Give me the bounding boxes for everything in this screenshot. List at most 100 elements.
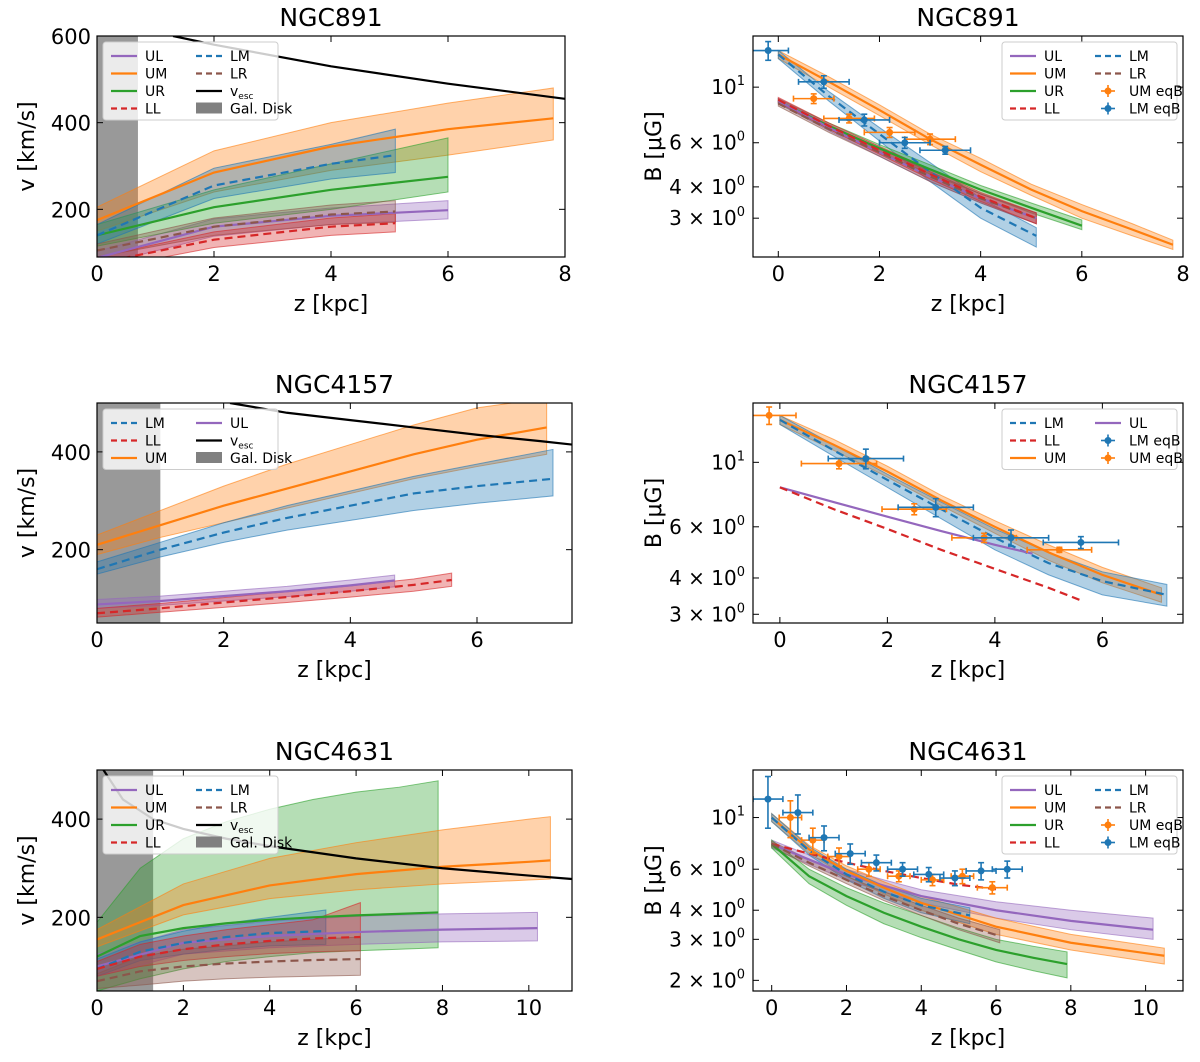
legend-item: UL	[196, 416, 248, 432]
y-tick-exponent: 0	[737, 514, 745, 529]
series-line-LL	[123, 222, 396, 257]
x-tick-label: 8	[1064, 996, 1077, 1020]
y-tick-label: 2 × 100	[669, 967, 745, 992]
x-tick-label: 6	[349, 996, 362, 1020]
y-tick-label: 101	[711, 74, 745, 99]
x-axis-label: z [kpc]	[931, 292, 1006, 317]
legend-label: LM eqB	[1129, 836, 1180, 852]
legend-marker	[1104, 454, 1112, 462]
legend-item: LM	[111, 416, 165, 432]
y-tick-label: 6 × 100	[669, 130, 745, 155]
legend-label: LM	[230, 783, 250, 799]
y-tick-label: 400	[51, 808, 91, 832]
legend-item: LM	[1095, 49, 1149, 65]
data-point-UM-eqB	[786, 814, 794, 822]
legend-item: LM	[196, 49, 250, 65]
legend-item: LM	[196, 783, 250, 799]
data-point-LM-eqB	[764, 47, 772, 55]
legend-label: LM	[1044, 416, 1064, 432]
legend-label: LL	[145, 102, 161, 118]
panel-ngc891-v: 0 2 4 6 8 200 400 600 NGC891 z [kpc] v [km/s] UL LM U…	[15, 3, 572, 317]
y-tick-label: 4 × 100	[669, 174, 745, 199]
legend-label: LL	[1044, 836, 1060, 852]
data-point-LM-eqB	[901, 139, 909, 147]
panel-ngc891-b: 0 2 4 6 8 101 6 × 100 4 × 100 3 × 100 NGC891 z [kp…	[642, 3, 1190, 317]
series-line-UL	[97, 579, 395, 606]
plot-area	[97, 36, 565, 257]
band-UR	[97, 137, 449, 247]
data-point-LM-eqB	[941, 146, 949, 154]
x-tick-label: 8	[436, 996, 449, 1020]
plot-area	[97, 403, 572, 623]
axes-frame	[752, 769, 1184, 992]
y-tick-exponent: 0	[737, 897, 745, 912]
legend-label: UR	[145, 818, 165, 834]
legend-item: LM	[1095, 783, 1149, 799]
x-tick-label: 4	[974, 262, 987, 286]
y-axis-label: B [μG]	[642, 478, 667, 548]
data-point-LM-eqB	[862, 455, 870, 463]
legend-label: LL	[1044, 102, 1060, 118]
panel-ngc4157-b: 0 2 4 6 101 6 × 100 4 × 100 3 × 100 NGC4157 z [kp…	[642, 370, 1184, 683]
series-line-UM	[97, 426, 547, 546]
data-point-LM-eqB	[872, 859, 880, 867]
data-point-UM-eqB	[926, 135, 934, 143]
series-line-UR	[770, 843, 1068, 966]
x-tick-label: 2	[217, 628, 230, 652]
legend-label: UR	[1044, 84, 1064, 100]
legend-box	[1001, 775, 1178, 855]
data-point-UM-eqB	[835, 460, 843, 468]
legend-item: UM	[1010, 801, 1066, 817]
plot-area	[753, 406, 1168, 607]
legend-label-sub: esc	[238, 826, 253, 836]
legend-label: UL	[1044, 49, 1062, 65]
y-axis-label: v [km/s]	[15, 468, 40, 558]
axes-frame	[96, 402, 573, 624]
legend-label: UM eqB	[1129, 818, 1183, 834]
legend-label: LM eqB	[1129, 102, 1180, 118]
legend-label: LR	[1129, 801, 1147, 817]
series-line-LR	[771, 842, 1001, 938]
legend-label: UL	[230, 416, 248, 432]
legend-label: UM	[1044, 801, 1066, 817]
series-line-UR	[97, 911, 439, 958]
legend-item: UM eqB	[1101, 84, 1183, 100]
legend-label: UR	[1044, 818, 1064, 834]
legend-label: LL	[1044, 434, 1060, 450]
legend-label: LM eqB	[1129, 434, 1180, 450]
x-tick-label: 4	[988, 628, 1001, 652]
data-point-LM-eqB	[846, 850, 854, 858]
legend-item: LM eqB	[1101, 102, 1180, 118]
series-line-LL	[97, 935, 361, 970]
series-line-UM	[97, 859, 551, 941]
x-axis-label: z [kpc]	[931, 658, 1006, 683]
legend-item: UM eqB	[1101, 451, 1183, 467]
y-tick-exponent: 0	[737, 856, 745, 871]
y-tick-exponent: 0	[737, 967, 745, 982]
legend-label: UM	[145, 67, 167, 83]
chart-title: NGC4157	[275, 370, 394, 399]
y-axis-label: v [km/s]	[15, 101, 40, 191]
x-tick-label: 6	[1075, 262, 1088, 286]
data-point-LM-eqB	[925, 870, 933, 878]
legend-label: UM	[1044, 451, 1066, 467]
legend-box	[1001, 408, 1178, 470]
y-axis-label: B [μG]	[642, 845, 667, 915]
band-UM	[97, 816, 551, 948]
data-point-LM-eqB	[820, 834, 828, 842]
y-tick-label: 200	[51, 198, 91, 222]
legend-label: UL	[1044, 783, 1062, 799]
legend-label: LM	[230, 49, 250, 65]
y-tick-label: 400	[51, 112, 91, 136]
y-tick-exponent: 0	[737, 174, 745, 189]
x-tick-label: 6	[989, 996, 1002, 1020]
legend-item: LL	[111, 102, 161, 118]
x-tick-label: 2	[873, 262, 886, 286]
x-tick-label: 0	[90, 628, 103, 652]
y-tick-label: 6 × 100	[669, 856, 745, 881]
data-point-LM-eqB	[1077, 538, 1085, 546]
y-tick-exponent: 0	[737, 130, 745, 145]
